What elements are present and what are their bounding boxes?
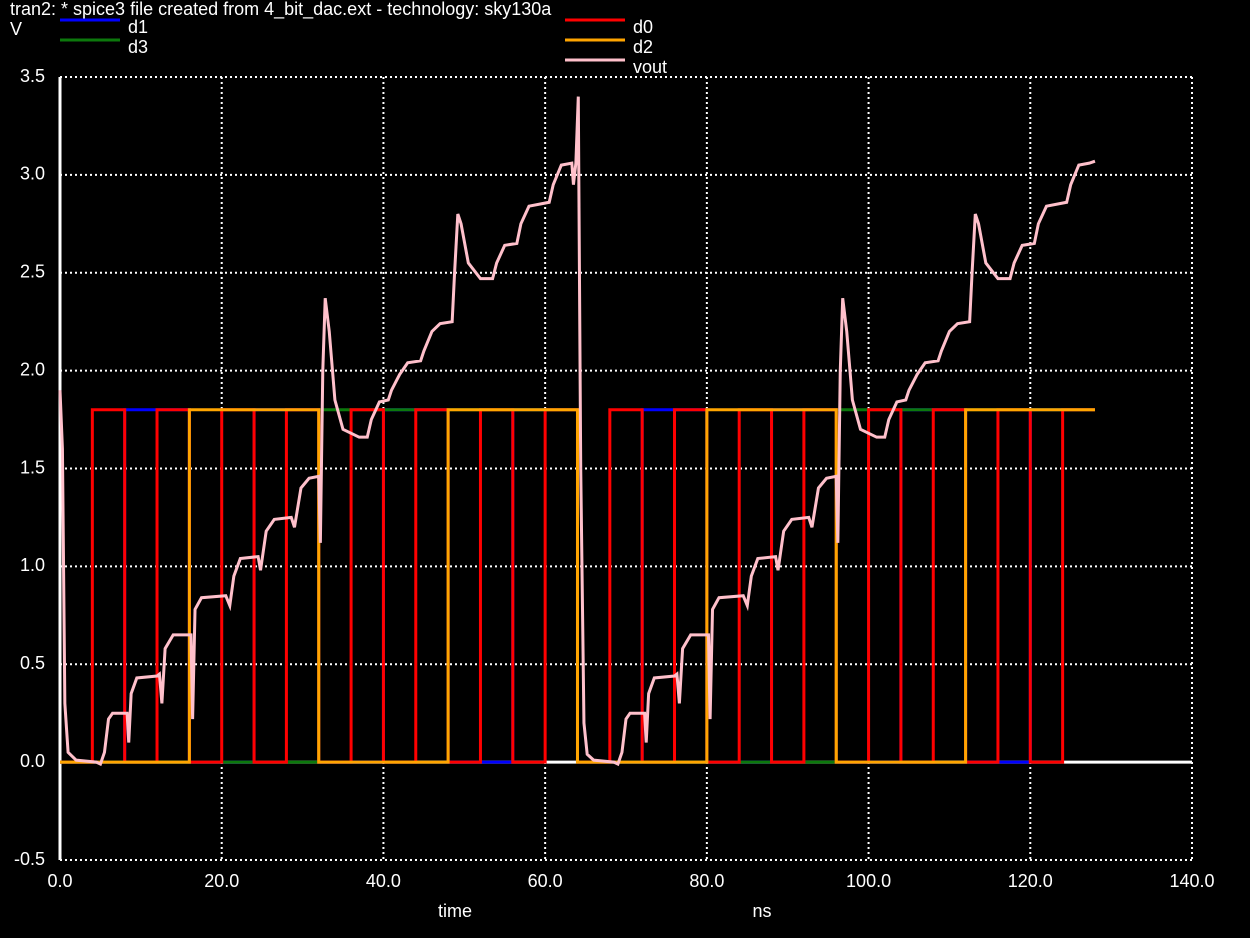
y-tick-label: 0.5 [20, 653, 45, 673]
x-tick-label: 20.0 [204, 871, 239, 891]
y-tick-label: 1.5 [20, 457, 45, 477]
x-tick-label: 60.0 [528, 871, 563, 891]
x-tick-label: 140.0 [1169, 871, 1214, 891]
x-tick-label: 40.0 [366, 871, 401, 891]
x-tick-label: 100.0 [846, 871, 891, 891]
x-tick-label: 0.0 [47, 871, 72, 891]
legend-label: d2 [633, 37, 653, 57]
x-tick-label: 80.0 [689, 871, 724, 891]
y-tick-label: 2.0 [20, 359, 45, 379]
series-line [60, 408, 1095, 764]
chart-title: tran2: * spice3 file created from 4_bit_… [10, 0, 552, 20]
y-tick-label: 2.5 [20, 262, 45, 282]
x-axis-label: time [438, 901, 472, 921]
y-tick-label: -0.5 [14, 849, 45, 869]
y-tick-label: 3.5 [20, 66, 45, 86]
legend-label: d1 [128, 17, 148, 37]
y-axis-label: V [10, 19, 22, 39]
x-tick-label: 120.0 [1008, 871, 1053, 891]
legend-label: d3 [128, 37, 148, 57]
y-tick-label: 0.0 [20, 751, 45, 771]
series-line [58, 96, 1096, 767]
y-tick-label: 3.0 [20, 164, 45, 184]
legend-label: vout [633, 57, 667, 77]
legend-label: d0 [633, 17, 653, 37]
y-tick-label: 1.0 [20, 555, 45, 575]
x-axis-unit: ns [752, 901, 771, 921]
